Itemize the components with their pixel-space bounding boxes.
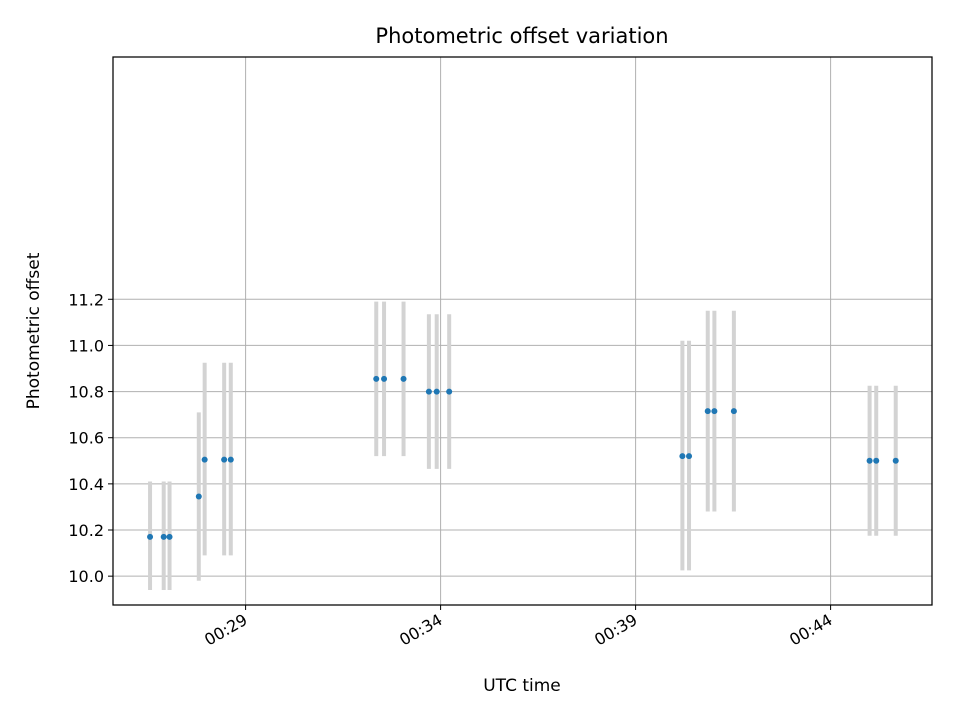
y-tick-label: 11.0 (68, 336, 104, 355)
y-tick-label: 10.8 (68, 383, 104, 402)
y-tick-label: 10.2 (68, 521, 104, 540)
data-point (227, 456, 234, 463)
data-point (730, 408, 737, 415)
y-tick-label: 10.0 (68, 567, 104, 586)
y-tick-label: 10.6 (68, 429, 104, 448)
data-point (892, 457, 899, 464)
y-tick-label: 11.2 (68, 290, 104, 309)
data-points (147, 375, 899, 540)
y-axis-label: Photometric offset (24, 252, 44, 409)
data-point (381, 375, 388, 382)
data-point (400, 375, 407, 382)
data-point (686, 453, 693, 460)
data-point (704, 408, 711, 415)
error-bars (148, 301, 898, 591)
data-point (446, 388, 453, 395)
x-axis-ticks: 00:29 00:34 00:39 00:44 (201, 605, 836, 650)
data-point (425, 388, 432, 395)
data-point (873, 457, 880, 464)
data-point (147, 533, 154, 540)
data-point (160, 533, 167, 540)
data-point (373, 375, 380, 382)
x-tick-label: 00:29 (201, 610, 250, 650)
data-point (221, 456, 228, 463)
x-tick-label: 00:44 (786, 610, 835, 650)
y-tick-label: 10.4 (68, 475, 104, 494)
y-axis-ticks: 10.0 10.2 10.4 10.6 10.8 11.0 11.2 (68, 290, 113, 586)
data-point (866, 457, 873, 464)
x-tick-label: 00:34 (396, 610, 445, 650)
data-point (433, 388, 440, 395)
data-point (166, 533, 173, 540)
chart-title: Photometric offset variation (375, 24, 668, 48)
grid-lines (113, 57, 932, 605)
data-point (711, 408, 718, 415)
x-tick-label: 00:39 (591, 610, 640, 650)
data-point (195, 493, 202, 500)
data-point (201, 456, 208, 463)
data-point (679, 453, 686, 460)
x-axis-label: UTC time (483, 676, 561, 696)
plot-area-frame (112, 56, 933, 606)
